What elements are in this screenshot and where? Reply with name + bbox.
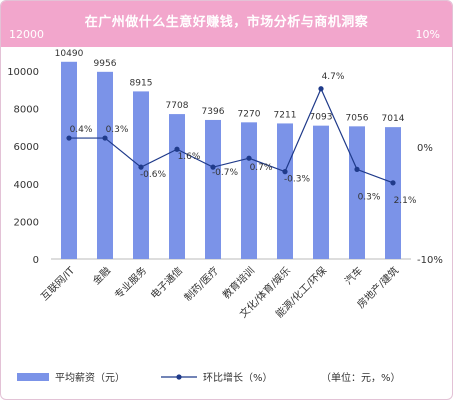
chart-title: 在广州做什么生意好赚钱，市场分析与商机洞察	[84, 15, 369, 30]
growth-point	[174, 146, 180, 152]
right-axis-top-label: 10%	[415, 28, 440, 41]
legend-line-label: 环比增长（%）	[203, 371, 273, 384]
bar-value-label: 7708	[166, 101, 189, 111]
bar	[385, 127, 401, 259]
growth-point	[210, 164, 216, 170]
growth-value-label: -0.3%	[284, 175, 311, 185]
x-category-label: 教育培训	[220, 264, 257, 301]
bar	[169, 114, 185, 259]
growth-value-label: 0.4%	[70, 125, 93, 135]
x-category-label: 互联网/IT	[39, 264, 78, 303]
growth-value-label: 1.6%	[178, 152, 201, 162]
title-bar	[1, 1, 452, 47]
y-right-tick-label: -10%	[417, 255, 443, 266]
bar	[133, 91, 149, 259]
growth-value-label: -0.6%	[140, 170, 167, 180]
growth-point	[282, 169, 288, 175]
growth-point	[102, 135, 108, 141]
y-left-tick-label: 8000	[14, 105, 39, 116]
bar	[313, 125, 329, 259]
bar-value-label: 7211	[274, 110, 297, 120]
bar	[241, 122, 257, 259]
bar	[277, 123, 293, 259]
bar-value-label: 7014	[382, 114, 405, 124]
growth-value-label: -0.7%	[212, 168, 239, 178]
x-category-label: 金融	[90, 264, 113, 287]
growth-value-label: 2.1%	[394, 196, 417, 206]
y-left-tick-label: 4000	[14, 180, 39, 191]
bar	[61, 61, 77, 260]
bar-value-label: 9956	[94, 59, 117, 69]
growth-point	[66, 135, 72, 141]
growth-value-label: 0.3%	[106, 125, 129, 135]
growth-value-label: 0.3%	[358, 192, 381, 202]
growth-point	[318, 86, 324, 92]
bar-value-label: 7396	[202, 107, 225, 117]
bar-value-label: 10490	[55, 49, 84, 59]
bar-value-label: 7270	[238, 109, 261, 119]
growth-line	[69, 87, 394, 184]
y-left-tick-label: 6000	[14, 142, 39, 153]
y-right-tick-label: 0%	[417, 143, 433, 154]
growth-point	[390, 180, 396, 186]
bar-value-label: 7093	[310, 113, 333, 123]
left-axis-top-label: 12000	[9, 28, 44, 41]
y-left-tick-label: 2000	[14, 217, 39, 228]
bar	[205, 119, 221, 259]
growth-point	[138, 164, 144, 170]
growth-value-label: 4.7%	[322, 72, 345, 82]
bar	[97, 71, 113, 259]
x-category-label: 电子通信	[148, 264, 185, 301]
growth-point	[246, 155, 252, 161]
bar-value-label: 7056	[346, 113, 369, 123]
growth-value-label: 0.7%	[250, 163, 273, 173]
bar-value-label: 8915	[130, 78, 153, 88]
x-category-label: 专业服务	[112, 264, 149, 301]
legend-bar-label: 平均薪资（元）	[55, 372, 125, 384]
legend-unit-label: （单位：元，%）	[321, 371, 401, 384]
y-left-tick-label: 10000	[7, 67, 39, 78]
y-left-tick-label: 0	[33, 255, 39, 266]
x-category-label: 汽车	[342, 264, 365, 287]
legend-line-marker	[176, 374, 182, 380]
growth-point	[354, 166, 360, 172]
x-category-label: 制药/医疗	[181, 264, 221, 304]
legend-bar-swatch	[17, 373, 49, 381]
